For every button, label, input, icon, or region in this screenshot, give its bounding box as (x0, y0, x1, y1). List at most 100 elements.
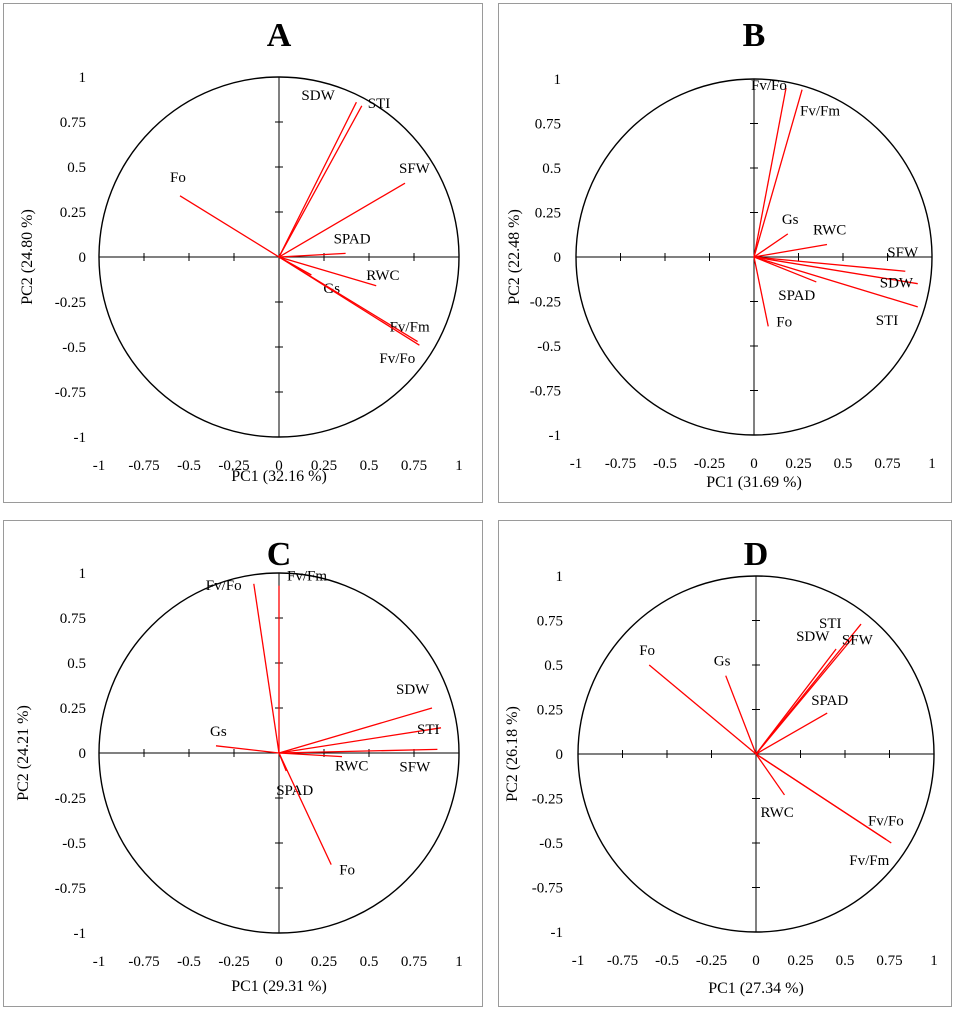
chart-panel-d: D -1 -0.75 -0.5 -0.25 0 0.25 0.5 0.75 1 1 0.75 0.5 0.… (498, 520, 952, 1007)
chart-a: A -1 -0.75 -0.5 -0.25 0 0.25 0.5 0.75 1 1 0.75 0.5 0.… (19, 17, 463, 485)
panel-b-x-tick-label: -1 (570, 456, 583, 472)
panel-a-label-fo: Fo (170, 170, 186, 186)
panel-b-y-tick-label: 0.25 (535, 206, 561, 222)
panel-d-x-tick-label: 0.5 (836, 953, 855, 969)
panel-b-vector-spad (753, 256, 817, 283)
panel-b-y-tick-label: 1 (554, 72, 562, 88)
panel-b-label-fv-fm: Fv/Fm (800, 104, 840, 120)
panel-c-x-tick-label: 0.5 (360, 954, 379, 970)
panel-d-label-fv-fm: Fv/Fm (849, 853, 889, 869)
panel-c-vector-sti (278, 727, 442, 754)
panel-d-label-rwc: RWC (760, 805, 793, 821)
panel-b-label-gs: Gs (782, 212, 799, 228)
panel-d-label-gs: Gs (714, 654, 731, 670)
panel-b-x-tick-label: -0.75 (605, 456, 636, 472)
panel-a-x-tick-label: 0 (275, 458, 283, 474)
panel-a-y-tick-label: -1 (74, 430, 87, 446)
panel-d-vector-fv-fm (755, 753, 892, 844)
panel-a-y-tick-label: -0.75 (55, 385, 86, 401)
panel-c-x-tick-label: 0 (275, 954, 283, 970)
chart-panel-b: B -1 -0.75 -0.5 -0.25 0 0.25 0.5 0.75 1 1 0.75 0.5 0.… (498, 3, 952, 503)
panel-a-x-axis-title: PC1 (32.16 %) (231, 468, 327, 485)
panel-a-y-tick-label: 0.25 (60, 205, 86, 221)
panel-b-label-sdw: SDW (880, 276, 914, 292)
panel-a-label-rwc: RWC (366, 268, 399, 284)
panel-c-y-tick-label: 0 (79, 746, 87, 762)
panel-c-label-fv-fo: Fv/Fo (206, 578, 242, 594)
panel-d-y-tick-label: 0 (556, 747, 564, 763)
panel-d-label-sfw: SFW (842, 633, 874, 649)
panel-a-y-tick-label: -0.5 (62, 340, 86, 356)
panel-b-y-tick-label: -0.5 (537, 339, 561, 355)
panel-b-vector-sdw (753, 256, 918, 285)
panel-d-vector-sfw (755, 636, 855, 755)
panel-d-x-tick-label: -0.5 (655, 953, 679, 969)
panel-d-vector-sdw (755, 648, 837, 755)
panel-b-label-sfw: SFW (887, 245, 919, 261)
panel-d-label-sti: STI (819, 616, 842, 632)
panel-c-label-sti: STI (417, 722, 440, 738)
panel-b-y-tick-label: 0 (554, 250, 562, 266)
chart-panel-a: A -1 -0.75 -0.5 -0.25 0 0.25 0.5 0.75 1 1 0.75 0.5 0.… (3, 3, 483, 503)
panel-a-x-tick-label: -0.5 (177, 458, 201, 474)
panel-b-y-tick-label: -0.25 (530, 295, 561, 311)
panel-d-x-tick-label: -0.25 (696, 953, 727, 969)
panel-c-vector-gs (215, 745, 280, 754)
panel-c-vector-rwc (278, 752, 343, 758)
panel-a-x-tick-label: -0.75 (128, 458, 159, 474)
panel-b-y-tick-label: 0.75 (535, 117, 561, 133)
panel-d-y-tick-label: -0.75 (532, 881, 563, 897)
panel-b-x-tick-label: 1 (928, 456, 936, 472)
panel-b-vector-sfw (753, 256, 906, 272)
panel-b-label-fv-fo: Fv/Fo (751, 78, 787, 94)
panel-b-x-tick-label: 0.5 (834, 456, 853, 472)
panel-c-x-tick-label: 0.75 (401, 954, 427, 970)
panel-c-vector-fo (278, 752, 332, 865)
panel-a-x-tick-label: 0.5 (360, 458, 379, 474)
panel-d-vector-rwc (755, 753, 786, 796)
panel-b-label-sti: STI (876, 313, 899, 329)
panel-a-y-tick-label: 0 (79, 250, 87, 266)
panel-a-vector-sfw (278, 182, 406, 258)
panel-b-x-tick-label: 0.75 (874, 456, 900, 472)
panel-a-y-tick-label: 0.75 (60, 115, 86, 131)
panel-d-y-tick-label: 1 (556, 569, 564, 585)
chart-d: D -1 -0.75 -0.5 -0.25 0 0.25 0.5 0.75 1 1 0.75 0.5 0.… (504, 536, 938, 997)
panel-d-x-tick-label: 0.75 (876, 953, 902, 969)
panel-c-y-axis-title: PC2 (24.21 %) (15, 705, 32, 801)
panel-c-label-sfw: SFW (399, 759, 431, 775)
panel-c-y-tick-label: 0.75 (60, 611, 86, 627)
panel-c-vector-sdw (278, 707, 433, 754)
chart-b: B -1 -0.75 -0.5 -0.25 0 0.25 0.5 0.75 1 1 0.75 0.5 0.… (506, 17, 936, 491)
panel-d-x-axis-title: PC1 (27.34 %) (708, 980, 804, 997)
panel-d-y-tick-label: 0.25 (537, 703, 563, 719)
panel-c-y-tick-label: -1 (74, 926, 87, 942)
panel-d-label-sdw: SDW (796, 629, 830, 645)
panel-d-x-tick-label: -1 (572, 953, 585, 969)
panel-c-label-sdw: SDW (396, 682, 430, 698)
panel-c-x-tick-label: -0.25 (218, 954, 249, 970)
panel-c-vector-fv-fo (253, 583, 280, 754)
panel-d-vector-spad (755, 712, 828, 755)
panel-c-y-tick-label: 0.5 (67, 656, 86, 672)
panel-c-y-tick-label: 1 (79, 566, 87, 582)
panel-a-vector-fv-fo (278, 256, 420, 346)
panel-a-label-sfw: SFW (399, 161, 431, 177)
panel-c-x-tick-label: -0.5 (177, 954, 201, 970)
panel-b-vector-sti (753, 256, 918, 308)
panel-d-y-tick-label: -0.25 (532, 792, 563, 808)
panel-c-y-tick-label: -0.25 (55, 791, 86, 807)
panel-b-title: B (743, 17, 766, 54)
panel-b-x-axis-title: PC1 (31.69 %) (706, 474, 802, 491)
panel-a-vector-fo (179, 195, 280, 258)
panel-c-label-fo: Fo (339, 863, 355, 879)
panel-d-title: D (744, 536, 769, 573)
panel-a-vector-spad (278, 252, 346, 258)
panel-a-label-sti: STI (368, 96, 391, 112)
panel-b-label-spad: SPAD (778, 288, 815, 304)
panel-a-title: A (267, 17, 292, 54)
panel-a-label-spad: SPAD (334, 231, 371, 247)
panel-c-title: C (267, 536, 292, 573)
panel-c-x-tick-label: 0.25 (311, 954, 337, 970)
panel-a-y-tick-label: -0.25 (55, 295, 86, 311)
